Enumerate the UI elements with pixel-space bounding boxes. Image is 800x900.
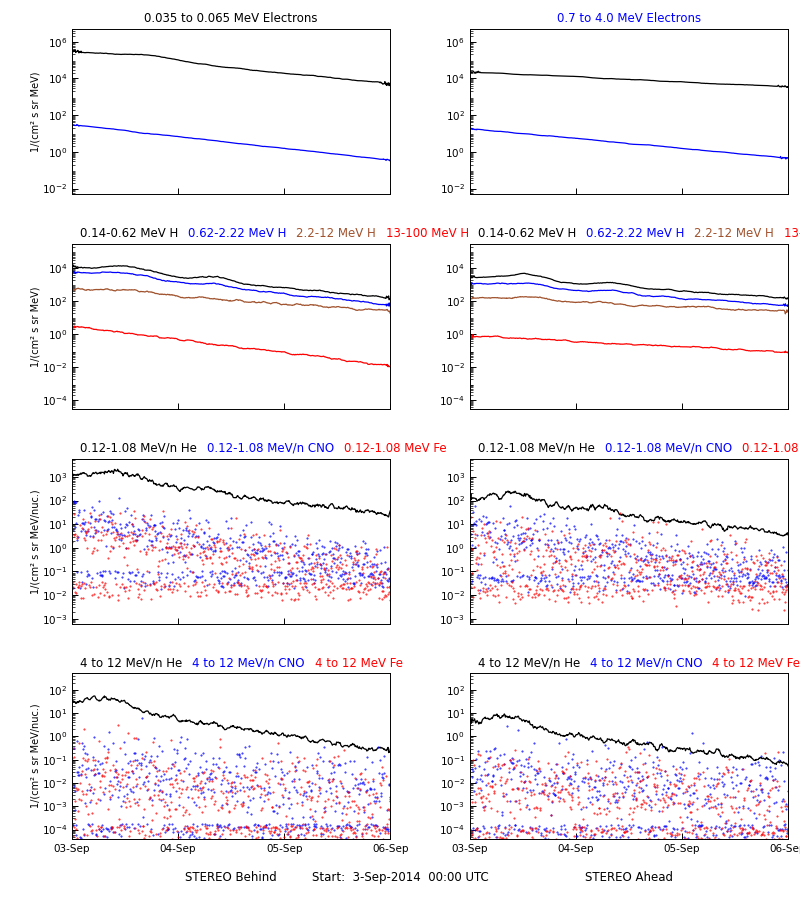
Text: 4 to 12 MeV/n He: 4 to 12 MeV/n He (80, 657, 190, 670)
Text: 4 to 12 MeV Fe: 4 to 12 MeV Fe (712, 657, 800, 670)
Text: 0.62-2.22 MeV H: 0.62-2.22 MeV H (586, 227, 692, 240)
Text: Start:  3-Sep-2014  00:00 UTC: Start: 3-Sep-2014 00:00 UTC (312, 871, 488, 884)
Y-axis label: 1/(cm² s sr MeV/nuc.): 1/(cm² s sr MeV/nuc.) (30, 489, 40, 594)
Text: 4 to 12 MeV/n CNO: 4 to 12 MeV/n CNO (590, 657, 710, 670)
Text: 0.12-1.08 MeV Fe: 0.12-1.08 MeV Fe (742, 442, 800, 455)
Text: 0.12-1.08 MeV Fe: 0.12-1.08 MeV Fe (344, 442, 454, 455)
Text: 2.2-12 MeV H: 2.2-12 MeV H (694, 227, 782, 240)
Text: 4 to 12 MeV/n He: 4 to 12 MeV/n He (478, 657, 587, 670)
Text: 0.7 to 4.0 MeV Electrons: 0.7 to 4.0 MeV Electrons (557, 13, 701, 25)
Text: 0.12-1.08 MeV/n He: 0.12-1.08 MeV/n He (80, 442, 204, 455)
Text: 4 to 12 MeV Fe: 4 to 12 MeV Fe (314, 657, 410, 670)
Text: 0.14-0.62 MeV H: 0.14-0.62 MeV H (80, 227, 186, 240)
Text: 13-100 MeV H: 13-100 MeV H (386, 227, 477, 240)
Text: STEREO Behind: STEREO Behind (186, 871, 277, 884)
Y-axis label: 1/(cm² s sr MeV): 1/(cm² s sr MeV) (30, 71, 41, 152)
Text: 4 to 12 MeV/n CNO: 4 to 12 MeV/n CNO (192, 657, 312, 670)
Y-axis label: 1/(cm² s sr MeV/nuc.): 1/(cm² s sr MeV/nuc.) (30, 704, 40, 808)
Text: 0.12-1.08 MeV/n CNO: 0.12-1.08 MeV/n CNO (206, 442, 342, 455)
Text: 13-100 MeV H: 13-100 MeV H (784, 227, 800, 240)
Text: 0.12-1.08 MeV/n He: 0.12-1.08 MeV/n He (478, 442, 602, 455)
Text: 0.62-2.22 MeV H: 0.62-2.22 MeV H (188, 227, 294, 240)
Text: STEREO Ahead: STEREO Ahead (585, 871, 673, 884)
Y-axis label: 1/(cm² s sr MeV): 1/(cm² s sr MeV) (30, 286, 40, 366)
Text: 0.14-0.62 MeV H: 0.14-0.62 MeV H (478, 227, 583, 240)
Text: 0.035 to 0.065 MeV Electrons: 0.035 to 0.065 MeV Electrons (144, 13, 318, 25)
Text: 2.2-12 MeV H: 2.2-12 MeV H (297, 227, 384, 240)
Text: 0.12-1.08 MeV/n CNO: 0.12-1.08 MeV/n CNO (605, 442, 739, 455)
